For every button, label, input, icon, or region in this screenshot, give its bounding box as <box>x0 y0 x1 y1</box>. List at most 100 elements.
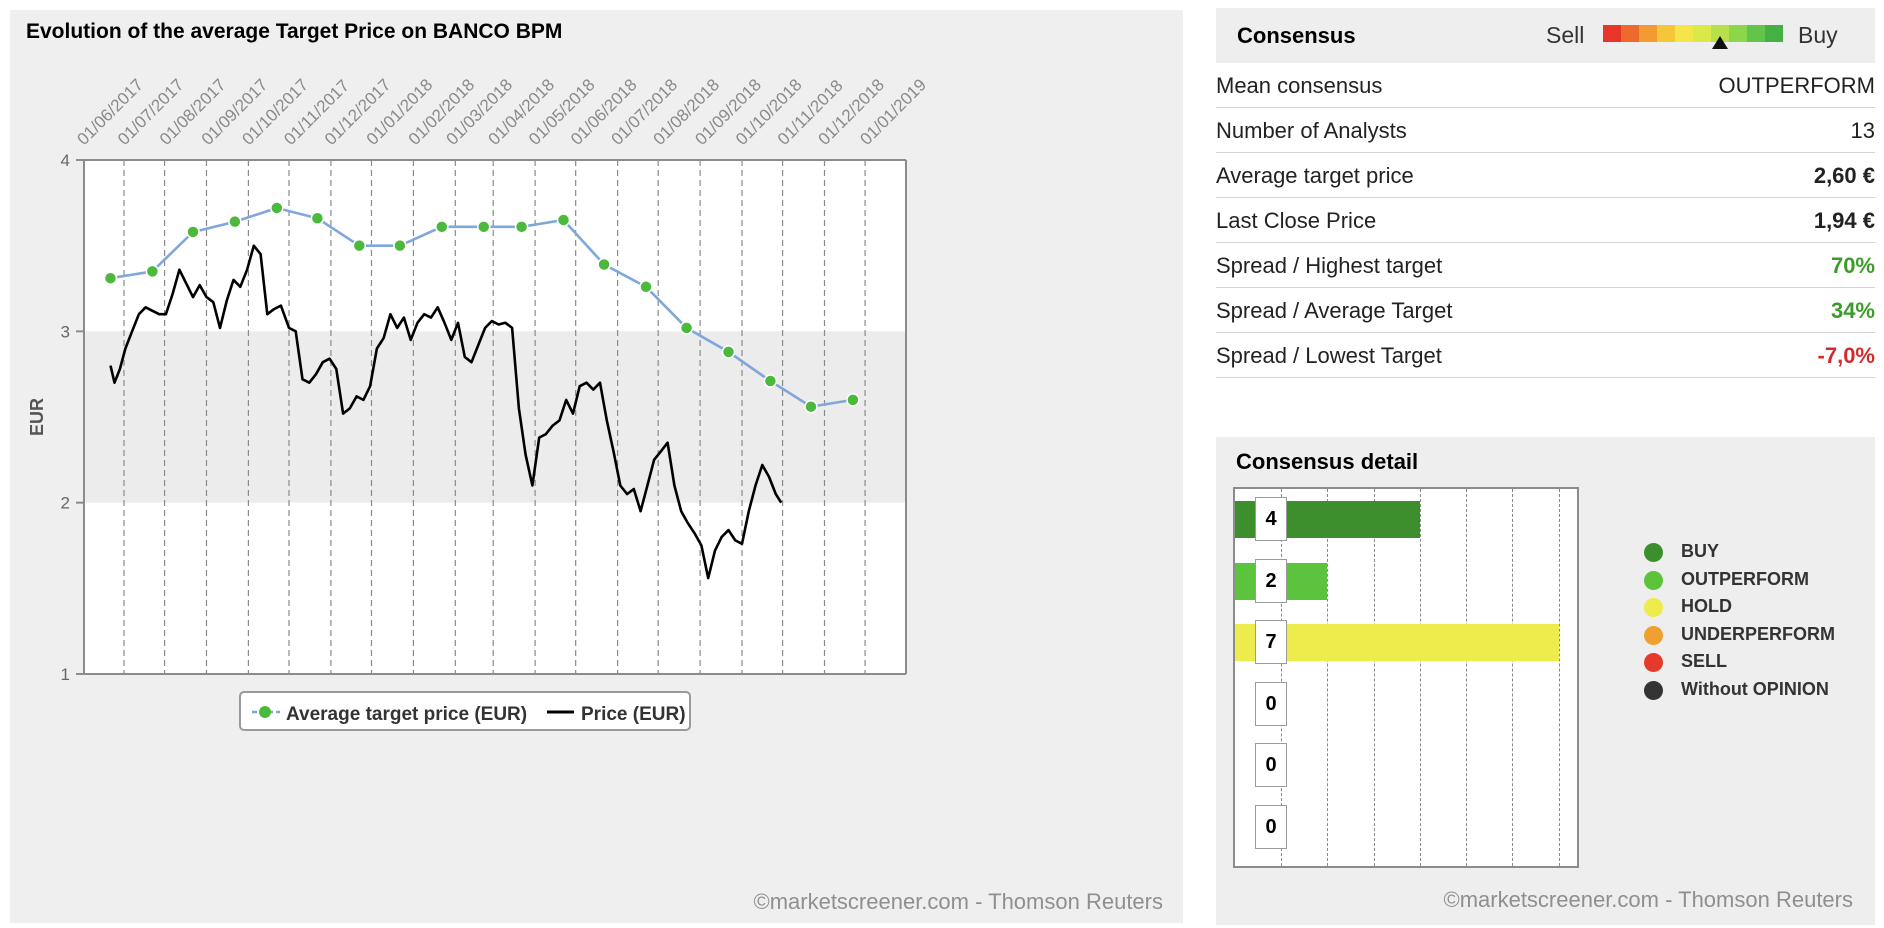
detail-gridline <box>1466 489 1468 866</box>
consensus-row-label: Spread / Lowest Target <box>1216 343 1442 368</box>
gauge-segment <box>1675 25 1693 42</box>
legend-dot-icon <box>1644 653 1663 672</box>
consensus-row: Last Close Price 1,94 € <box>1216 198 1875 243</box>
consensus-panel: Consensus Sell Buy Mean consensus OUTPERF… <box>1216 8 1875 378</box>
consensus-header: Consensus Sell Buy <box>1216 8 1875 63</box>
gauge-segment <box>1729 25 1747 42</box>
target-price-point <box>228 214 242 229</box>
consensus-row-value: -7,0% <box>1817 343 1875 368</box>
legend-dot-icon <box>1644 680 1663 700</box>
detail-gridline <box>1419 489 1421 866</box>
gauge-marker-icon <box>1712 36 1728 49</box>
legend-dot-icon <box>1644 543 1663 562</box>
consensus-count-label: 2 <box>1255 558 1287 603</box>
gauge-segment <box>1747 25 1765 42</box>
chart-credit: ©marketscreener.com - Thomson Reuters <box>753 889 1163 914</box>
consensus-row: Spread / Lowest Target -7,0% <box>1216 333 1875 378</box>
gauge-segment <box>1657 25 1675 42</box>
consensus-count-label: 7 <box>1255 620 1287 665</box>
consensus-row-label: Spread / Highest target <box>1216 253 1443 278</box>
target-price-point <box>270 201 284 215</box>
consensus-row-value: 34% <box>1830 298 1875 323</box>
price-chart: 01/06/201701/07/201701/08/201701/09/2017… <box>27 75 930 731</box>
detail-legend-label: Without OPINION <box>1681 678 1829 699</box>
legend-dot-icon <box>1644 598 1663 617</box>
consensus-credit: ©marketscreener.com - Thomson Reuters <box>1443 887 1853 912</box>
consensus-row-value: 70% <box>1830 253 1875 278</box>
gauge-segment <box>1693 25 1711 42</box>
target-price-point <box>804 399 818 414</box>
consensus-table: Mean consensus OUTPERFORM Number of Analys… <box>1216 63 1875 378</box>
detail-legend-label: OUTPERFORM <box>1681 568 1809 589</box>
consensus-row-value: 1,94 € <box>1813 208 1875 233</box>
consensus-bar <box>1235 624 1559 662</box>
y-tick-label: 1 <box>61 665 70 684</box>
detail-gridline <box>1327 489 1329 866</box>
consensus-gauge <box>1603 25 1783 42</box>
consensus-count-label: 0 <box>1255 743 1287 788</box>
consensus-row: Mean consensus OUTPERFORM <box>1216 63 1875 108</box>
y-tick-label: 4 <box>61 151 70 170</box>
chart-legend-box <box>239 691 691 731</box>
target-price-point <box>556 213 571 227</box>
target-price-point <box>721 345 736 359</box>
y-tick-label: 3 <box>61 322 70 341</box>
target-price-point <box>186 225 200 239</box>
gauge-segment <box>1621 25 1639 42</box>
detail-gridline <box>1281 489 1283 866</box>
detail-gridline <box>1512 489 1514 866</box>
consensus-row-label: Number of Analysts <box>1216 118 1407 143</box>
target-price-point <box>476 220 491 234</box>
detail-gridline <box>1373 489 1375 866</box>
consensus-detail-chart: 4 2 7 0 0 0 <box>1233 487 1579 868</box>
detail-legend-label: UNDERPERFORM <box>1681 623 1836 644</box>
gauge-buy-label: Buy <box>1798 22 1838 48</box>
detail-legend-label: HOLD <box>1681 596 1732 616</box>
consensus-count-label: 0 <box>1255 805 1287 849</box>
target-price-point <box>310 211 325 226</box>
target-price-point <box>597 257 611 272</box>
consensus-detail-panel: Consensus detail 4 2 7 0 0 0 BUY OUTPERFORM HOL… <box>1216 437 1875 925</box>
gauge-segment <box>1603 25 1621 42</box>
legend-dot-icon <box>1644 570 1663 590</box>
legend-price-label: Price (EUR) <box>581 704 686 725</box>
consensus-count-label: 0 <box>1255 681 1287 726</box>
legend-target-label: Average target price (EUR) <box>286 704 527 725</box>
target-price-point <box>846 393 860 407</box>
consensus-count-label: 4 <box>1255 497 1287 541</box>
target-price-point <box>679 321 694 335</box>
target-price-point <box>352 238 367 253</box>
consensus-row-value: 13 <box>1850 118 1875 143</box>
target-price-point <box>393 238 407 253</box>
chart-title: Evolution of the average Target Price on… <box>26 20 563 43</box>
target-price-point <box>763 374 778 388</box>
detail-gridline <box>1558 489 1560 866</box>
target-price-chart-panel: Evolution of the average Target Price on… <box>10 10 1183 923</box>
legend-dot-icon <box>1644 625 1663 645</box>
shaded-band <box>84 331 906 503</box>
consensus-row-value: OUTPERFORM <box>1718 73 1875 98</box>
y-tick-label: 2 <box>61 494 70 513</box>
target-price-point <box>639 280 653 294</box>
consensus-row-value: 2,60 € <box>1813 163 1875 188</box>
consensus-row-label: Last Close Price <box>1216 208 1377 233</box>
consensus-row: Spread / Average Target 34% <box>1216 288 1875 333</box>
target-price-point <box>103 271 118 285</box>
consensus-row: Spread / Highest target 70% <box>1216 243 1875 288</box>
detail-legend-label: SELL <box>1681 651 1728 671</box>
target-price-point <box>514 220 529 234</box>
price-line <box>109 244 783 580</box>
consensus-row: Number of Analysts 13 <box>1216 108 1875 153</box>
consensus-row-label: Mean consensus <box>1216 73 1383 98</box>
legend-target-dot-icon <box>259 706 271 718</box>
detail-legend-label: BUY <box>1681 541 1720 561</box>
y-axis-label: EUR <box>27 398 47 436</box>
target-price-point <box>435 220 449 234</box>
consensus-title: Consensus <box>1237 23 1356 48</box>
gauge-segment <box>1765 25 1783 42</box>
consensus-row: Average target price 2,60 € <box>1216 153 1875 198</box>
gauge-sell-label: Sell <box>1546 22 1585 48</box>
consensus-row-label: Average target price <box>1216 163 1414 188</box>
target-price-point <box>145 264 160 279</box>
consensus-row-label: Spread / Average Target <box>1216 298 1453 323</box>
